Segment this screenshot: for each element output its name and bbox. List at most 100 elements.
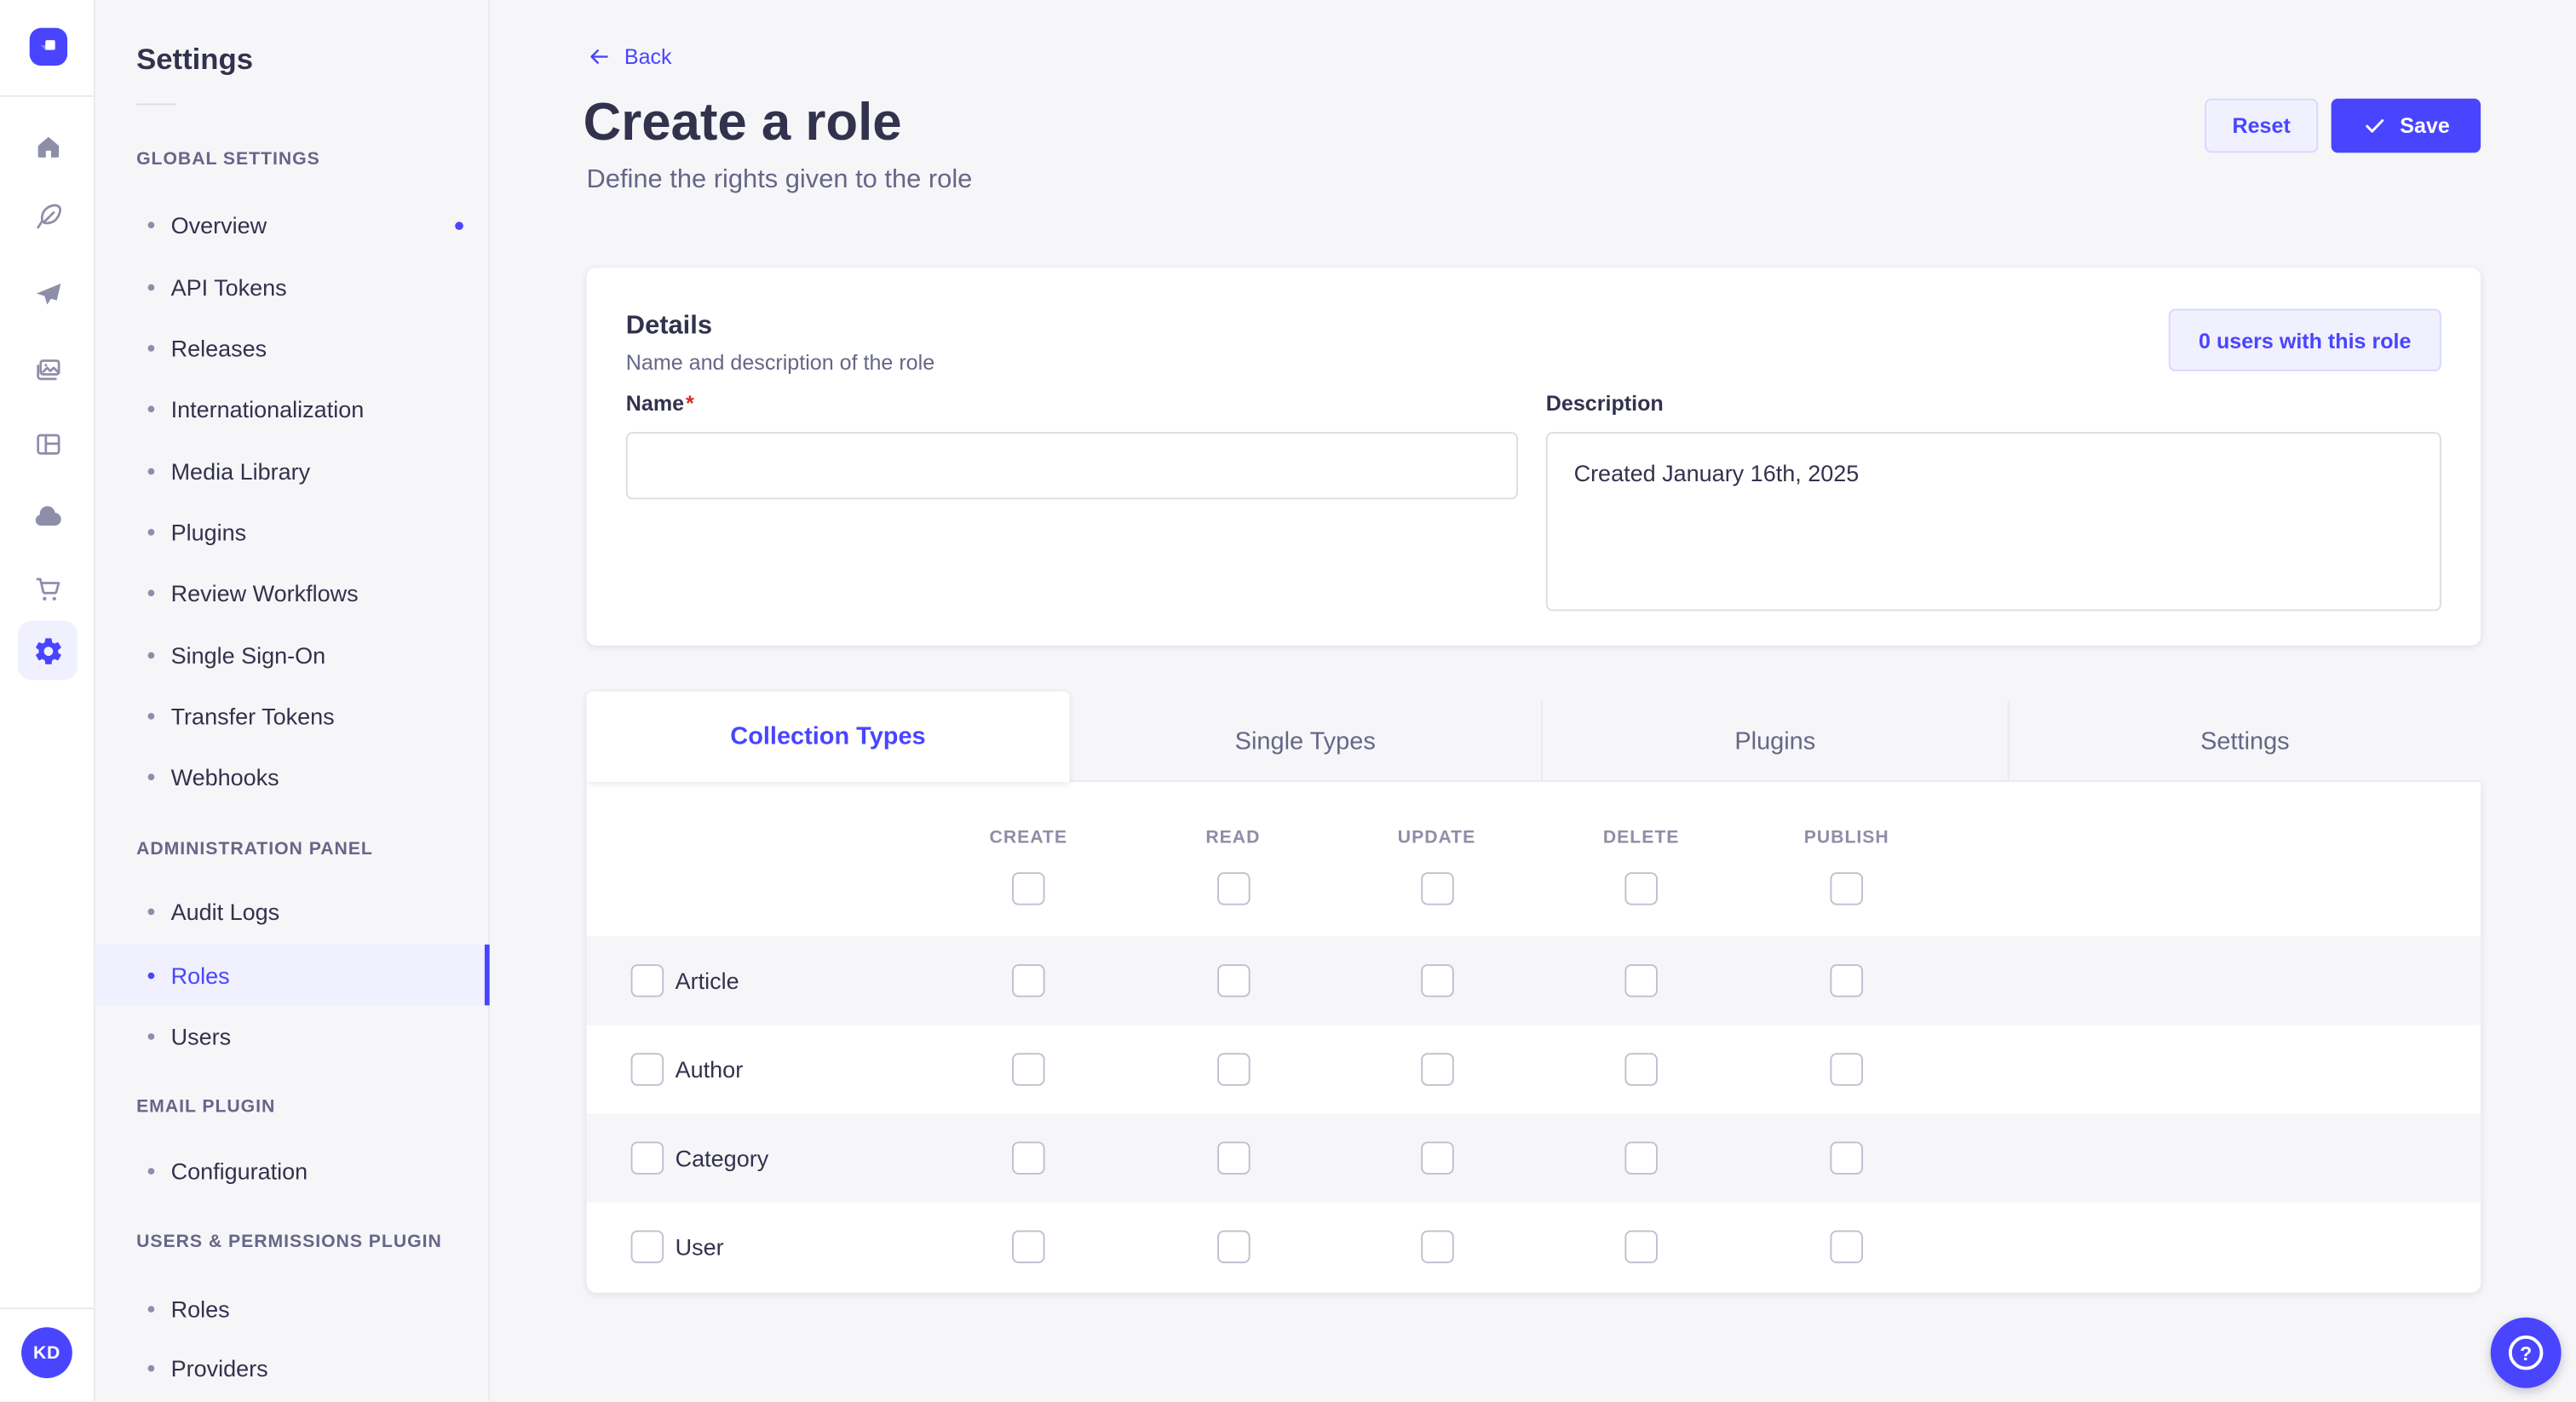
category-update-checkbox[interactable] [1420,1141,1453,1175]
category-delete-checkbox[interactable] [1624,1141,1658,1175]
strapi-logo[interactable] [29,27,68,66]
column-header-delete: DELETE [1602,827,1680,848]
bullet-icon [147,405,155,413]
paper-plane-icon[interactable] [18,264,77,323]
article-read-checkbox[interactable] [1216,964,1250,997]
article-delete-checkbox[interactable] [1624,964,1658,997]
active-indicator-bar [484,944,490,1006]
sidebar-item-single-sign-on[interactable]: Single Sign-On [95,634,490,676]
cloud-icon[interactable] [18,488,77,547]
article-create-checkbox[interactable] [1011,964,1045,997]
strapi-logo-glyph [40,40,55,50]
sidebar-item-audit-logs[interactable]: Audit Logs [95,890,490,933]
reset-button[interactable]: Reset [2205,98,2319,153]
author-update-checkbox[interactable] [1420,1053,1453,1086]
save-button[interactable]: Save [2331,98,2481,153]
bullet-icon [147,1033,155,1040]
select-all-read-checkbox[interactable] [1216,872,1250,905]
tab-collection-types[interactable]: Collection Types [586,691,1070,782]
user-avatar[interactable]: KD [21,1327,72,1379]
author-delete-checkbox[interactable] [1624,1053,1658,1086]
details-subtitle: Name and description of the role [625,349,935,375]
tab-single-types[interactable]: Single Types [1234,727,1376,756]
table-row-article: Article [586,936,2481,1026]
author-create-checkbox[interactable] [1011,1053,1045,1086]
column-header-publish: PUBLISH [1803,827,1889,848]
bullet-icon [147,468,155,475]
sidebar-item-plugins[interactable]: Plugins [95,511,490,554]
sidebar-item-up-roles[interactable]: Roles [95,1288,490,1330]
settings-subnav: Settings GLOBAL SETTINGS Overview API To… [95,0,490,1402]
bullet-icon [147,972,155,980]
section-email-plugin: EMAIL PLUGIN [136,1097,276,1118]
feather-icon[interactable] [18,187,77,246]
sidebar-item-overview[interactable]: Overview [95,204,490,246]
row-select-checkbox[interactable] [630,1141,664,1175]
user-update-checkbox[interactable] [1420,1230,1453,1264]
rail-divider-bottom [0,1307,94,1310]
name-label: Name * [625,390,694,416]
user-create-checkbox[interactable] [1011,1230,1045,1264]
details-title: Details [625,312,712,341]
sidebar-item-roles[interactable]: Roles [95,954,490,997]
article-update-checkbox[interactable] [1420,964,1453,997]
home-icon[interactable] [18,117,77,175]
sidebar-item-users[interactable]: Users [95,1015,490,1058]
tab-plugins[interactable]: Plugins [1540,701,2008,781]
category-publish-checkbox[interactable] [1830,1141,1863,1175]
user-delete-checkbox[interactable] [1624,1230,1658,1264]
bullet-icon [147,908,155,916]
article-publish-checkbox[interactable] [1830,964,1863,997]
row-select-checkbox[interactable] [630,1053,664,1086]
required-asterisk: * [686,390,694,416]
select-all-update-checkbox[interactable] [1420,872,1453,905]
sidebar-item-api-tokens[interactable]: API Tokens [95,266,490,308]
bullet-icon [147,528,155,536]
sidebar-item-transfer-tokens[interactable]: Transfer Tokens [95,695,490,738]
row-label: User [675,1233,724,1261]
tab-strip: Single Types Plugins Settings [1069,701,2481,782]
author-publish-checkbox[interactable] [1830,1053,1863,1086]
user-publish-checkbox[interactable] [1830,1230,1863,1264]
back-arrow-icon [590,49,608,64]
help-button[interactable]: ? [2490,1317,2562,1388]
bullet-icon [147,773,155,781]
sidebar-item-internationalization[interactable]: Internationalization [95,388,490,430]
category-create-checkbox[interactable] [1011,1141,1045,1175]
page-title: Create a role [583,91,902,152]
layout-icon[interactable] [18,414,77,473]
section-global-settings: GLOBAL SETTINGS [136,149,320,170]
name-input[interactable] [625,432,1518,500]
select-all-delete-checkbox[interactable] [1624,872,1658,905]
author-read-checkbox[interactable] [1216,1053,1250,1086]
description-textarea[interactable]: Created January 16th, 2025 [1545,432,2441,612]
sidebar-item-review-workflows[interactable]: Review Workflows [95,572,490,614]
row-select-checkbox[interactable] [630,1230,664,1264]
back-link[interactable]: Back [586,44,672,69]
sidebar-item-webhooks[interactable]: Webhooks [95,756,490,798]
table-row-author: Author [586,1025,2481,1113]
images-icon[interactable] [18,340,77,399]
select-all-publish-checkbox[interactable] [1830,872,1863,905]
column-header-create: CREATE [989,827,1067,848]
row-label: Category [675,1145,769,1172]
category-read-checkbox[interactable] [1216,1141,1250,1175]
row-select-checkbox[interactable] [630,964,664,997]
tab-settings[interactable]: Settings [2007,701,2481,781]
sidebar-item-configuration[interactable]: Configuration [95,1150,490,1192]
shopping-cart-icon[interactable] [18,559,77,618]
sidebar-item-media-library[interactable]: Media Library [95,450,490,492]
user-read-checkbox[interactable] [1216,1230,1250,1264]
sidebar-item-providers[interactable]: Providers [95,1347,490,1389]
permissions-card: Collection Types Single Types Plugins Se… [586,691,2481,1293]
active-item-highlight [95,944,490,1006]
page-subtitle: Define the rights given to the role [586,165,973,194]
row-label: Article [675,967,739,994]
users-with-role-button[interactable]: 0 users with this role [2168,308,2441,371]
row-label: Author [675,1056,744,1083]
permissions-table: CREATE READ UPDATE DELETE PUBLISH Articl… [586,781,2481,1293]
gear-icon[interactable] [18,620,78,681]
select-all-create-checkbox[interactable] [1011,872,1045,905]
table-row-category: Category [586,1113,2481,1203]
sidebar-item-releases[interactable]: Releases [95,327,490,370]
